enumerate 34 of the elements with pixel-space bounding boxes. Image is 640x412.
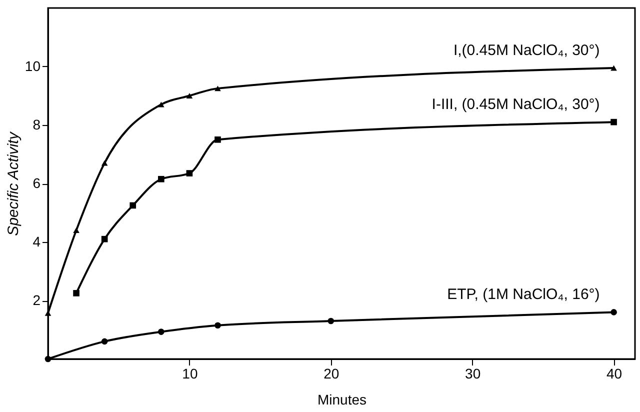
point — [186, 93, 193, 98]
point — [610, 118, 617, 126]
y-tick-label: 8 — [32, 116, 41, 132]
point — [101, 236, 108, 242]
series-label: I,(0.45M NaClO₄, 30°) — [453, 42, 600, 59]
point — [44, 356, 52, 362]
point — [73, 228, 80, 234]
x-tick-label: 10 — [182, 366, 198, 382]
point — [610, 309, 617, 316]
x-tick-label: 40 — [606, 366, 622, 382]
point — [214, 322, 221, 329]
point — [158, 102, 164, 108]
x-axis-title: Minutes — [317, 392, 367, 408]
point — [186, 170, 193, 176]
point — [73, 290, 80, 296]
series-label: ETP, (1M NaClO₄, 16°) — [447, 286, 600, 304]
y-tick-label: 10 — [24, 58, 41, 74]
point — [158, 176, 164, 182]
point — [610, 65, 617, 71]
point — [101, 160, 108, 166]
x-tick-label: 20 — [324, 366, 340, 382]
point — [158, 328, 164, 335]
point — [101, 338, 108, 345]
point — [130, 202, 136, 209]
point — [328, 318, 334, 324]
y-tick-label: 4 — [32, 234, 41, 250]
point — [214, 136, 221, 143]
point — [44, 310, 52, 316]
y-axis-title: Specific Activity — [4, 130, 22, 236]
series-label: I-III, (0.45M NaClO₄, 30°) — [432, 96, 600, 114]
point — [214, 86, 221, 92]
y-tick-label: 2 — [32, 292, 41, 308]
y-tick-label: 6 — [32, 175, 41, 191]
x-tick-label: 30 — [465, 366, 481, 382]
